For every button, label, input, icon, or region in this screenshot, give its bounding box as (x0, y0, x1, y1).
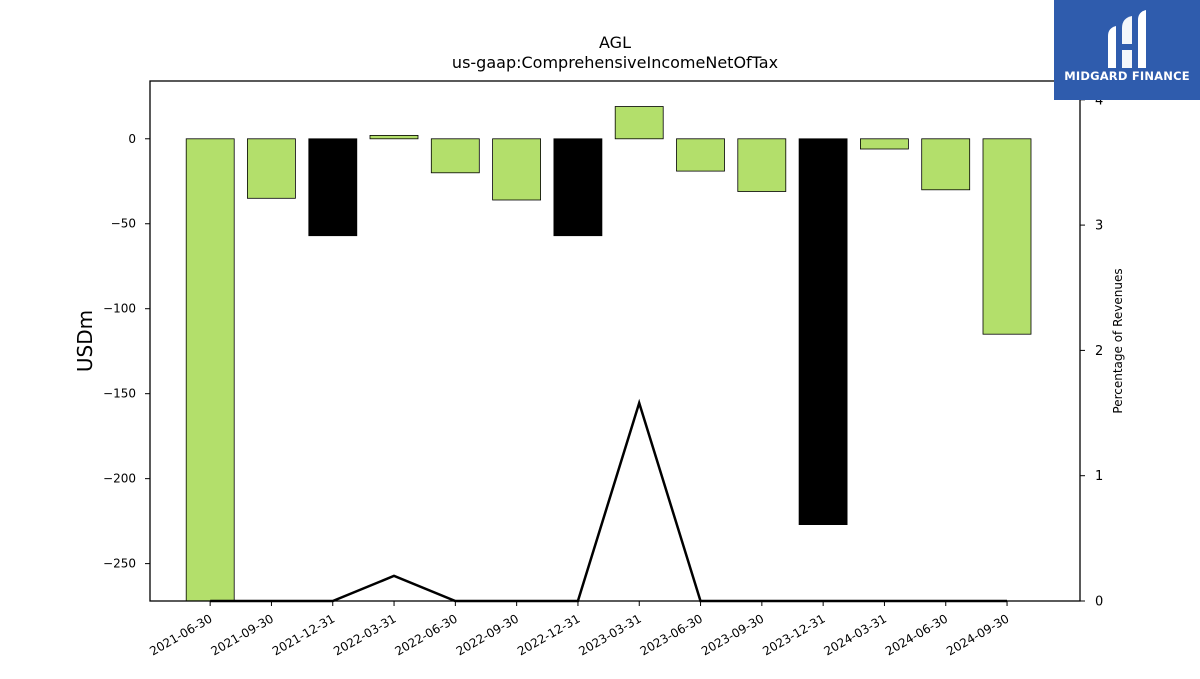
logo-mark-icon (1108, 10, 1146, 68)
line-series (210, 398, 1007, 603)
x-tick-label: 2021-09-30 (209, 611, 276, 658)
x-tick-label: 2024-06-30 (883, 611, 950, 658)
bars-group (185, 106, 1032, 602)
x-tick-label: 2021-06-30 (147, 611, 214, 658)
x-tick-label: 2022-09-30 (454, 611, 521, 658)
x-tick-label: 2021-12-31 (270, 611, 337, 658)
y-tick-label: −150 (103, 387, 136, 401)
bar-2023-12-31 (798, 138, 848, 525)
plot-frame (149, 80, 1081, 602)
bar-2021-12-31 (308, 138, 358, 237)
midgard-finance-logo: MIDGARD FINANCE (1054, 0, 1200, 100)
x-tick-label: 2022-12-31 (515, 611, 582, 658)
chart-title: AGL (599, 33, 631, 52)
bar-2024-06-30 (921, 138, 971, 191)
bar-2022-12-31 (553, 138, 603, 237)
x-tick-label: 2023-12-31 (760, 611, 827, 658)
bar-2021-09-30 (246, 138, 296, 199)
bar-2024-03-31 (860, 138, 909, 150)
x-tick-label: 2022-03-31 (331, 611, 398, 658)
bar-2022-03-31 (369, 134, 419, 140)
y-axis-left: 0 −50 −100 −150 −200 −250 (103, 132, 150, 571)
x-tick-label: 2024-09-30 (944, 611, 1011, 658)
y-tick-label: −250 (103, 557, 136, 571)
y-axis-right-label: Percentage of Revenues (1111, 268, 1125, 413)
bar-2022-09-30 (492, 138, 542, 201)
x-tick-label: 2023-03-31 (576, 611, 643, 658)
bar-2024-09-30 (982, 138, 1032, 335)
y-tick-label: 0 (128, 132, 136, 146)
y-right-tick-label: 2 (1095, 344, 1103, 359)
y-tick-label: −50 (111, 217, 136, 231)
x-tick-label: 2023-09-30 (699, 611, 766, 658)
x-axis: 2021-06-302021-09-302021-12-312022-03-31… (147, 601, 1012, 658)
y-axis-label: USDm (73, 310, 97, 372)
logo-text: MIDGARD FINANCE (1064, 69, 1190, 83)
bar-2023-06-30 (676, 138, 725, 172)
bar-2023-09-30 (737, 138, 787, 192)
x-tick-label: 2023-06-30 (638, 611, 705, 658)
bar-2023-03-31 (614, 106, 664, 140)
y-right-tick-label: 0 (1095, 595, 1103, 610)
y-tick-label: −100 (103, 302, 136, 316)
x-tick-label: 2022-06-30 (392, 611, 459, 658)
chart-subtitle: us-gaap:ComprehensiveIncomeNetOfTax (452, 53, 778, 72)
line-group (210, 398, 1007, 603)
bar-2022-06-30 (430, 138, 480, 174)
y-right-tick-label: 4 (1095, 93, 1103, 108)
y-right-tick-label: 3 (1095, 219, 1103, 234)
y-right-tick-label: 1 (1095, 469, 1103, 484)
y-tick-label: −200 (103, 472, 136, 486)
x-tick-label: 2024-03-31 (822, 611, 889, 658)
y-axis-right: 0 1 2 3 4 (1080, 93, 1103, 610)
bar-2021-06-30 (185, 138, 235, 602)
